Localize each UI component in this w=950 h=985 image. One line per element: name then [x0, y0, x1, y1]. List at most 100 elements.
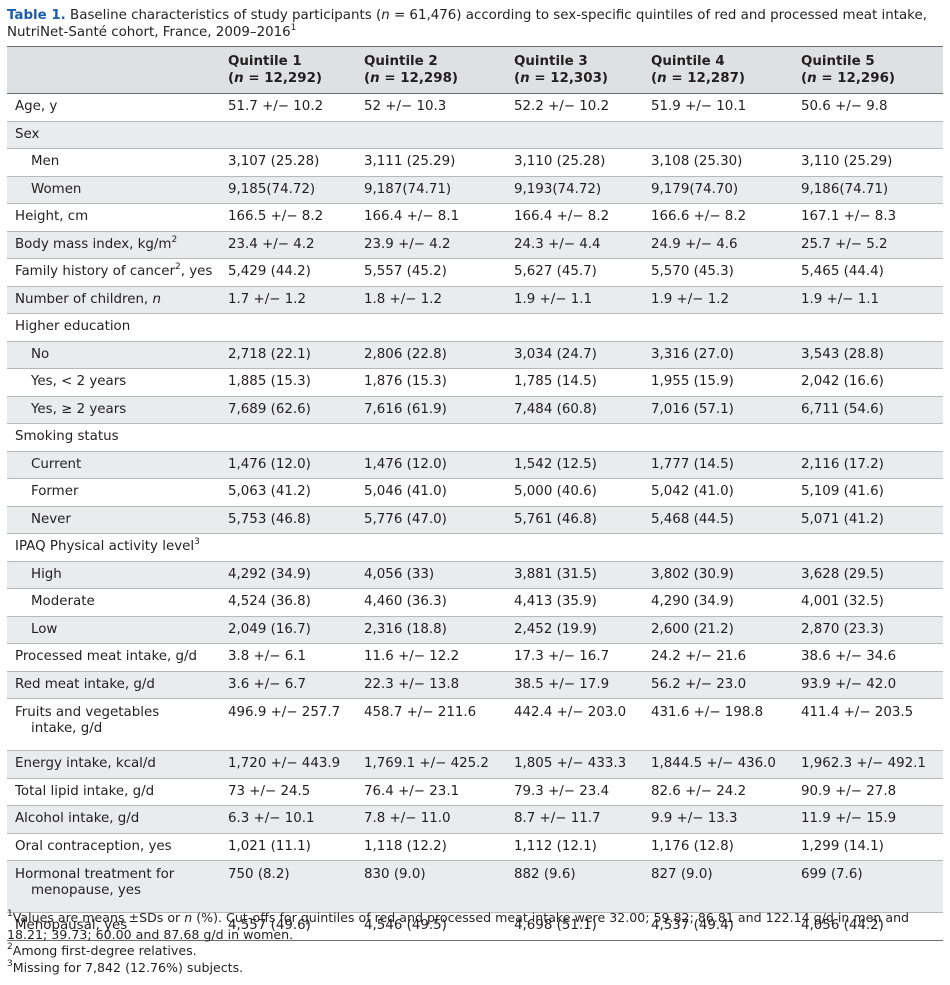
row-label-suffix: , yes	[180, 264, 213, 280]
table-caption: Table 1. Baseline characteristics of stu…	[7, 7, 937, 41]
table-row: Alcohol intake, g/d 6.3 +/− 10.1 7.8 +/− 1…	[7, 805, 943, 834]
column-n-var: n	[370, 71, 380, 86]
cell-quintile-3: 1,785 (14.5)	[506, 368, 643, 397]
cell-quintile-5: 25.7 +/− 5.2	[793, 231, 943, 259]
cell-quintile-2: 458.7 +/− 211.6	[356, 698, 506, 751]
cell-quintile-3: 3,110 (25.28)	[506, 148, 643, 177]
cell-quintile-1: 3,107 (25.28)	[220, 148, 356, 177]
row-label: Yes, < 2 years	[7, 368, 220, 397]
cell-quintile-5: 6,711 (54.6)	[793, 396, 943, 424]
row-label: Women	[7, 176, 220, 204]
cell-quintile-3: 3,881 (31.5)	[506, 561, 643, 589]
row-label: Low	[7, 616, 220, 644]
row-label-text: Smoking status	[15, 429, 119, 445]
cell-quintile-1: 5,063 (41.2)	[220, 478, 356, 507]
row-label: Number of children, n	[7, 286, 220, 314]
cell-quintile-5: 3,628 (29.5)	[793, 561, 943, 589]
cell-quintile-4: 5,042 (41.0)	[643, 478, 793, 507]
cell-quintile-4: 56.2 +/− 23.0	[643, 671, 793, 699]
cell-quintile-4: 431.6 +/− 198.8	[643, 698, 793, 751]
cell-quintile-4: 827 (9.0)	[643, 860, 793, 913]
cell-quintile-3: 166.4 +/− 8.2	[506, 203, 643, 232]
characteristics-table: Quintile 1 (n = 12,292) Quintile 2 (n = 12,…	[7, 46, 943, 941]
cell-quintile-4: 2,600 (21.2)	[643, 616, 793, 644]
cell-quintile-4: 1,955 (15.9)	[643, 368, 793, 397]
column-header-quintile-2: Quintile 2 (n = 12,298)	[356, 46, 506, 94]
header-blank-cell	[7, 46, 220, 94]
column-title: Quintile 2	[364, 54, 438, 69]
cell-quintile-3: 4,413 (35.9)	[506, 588, 643, 617]
cell-quintile-3: 1,805 +/− 433.3	[506, 750, 643, 779]
row-label: High	[7, 561, 220, 589]
cell-quintile-3: 9,193(74.72)	[506, 176, 643, 204]
footnote-3: 3Missing for 7,842 (12.76%) subjects.	[7, 958, 937, 977]
cell-quintile-2	[356, 533, 506, 562]
cell-quintile-1: 7,689 (62.6)	[220, 396, 356, 424]
cell-quintile-2: 1,769.1 +/− 425.2	[356, 750, 506, 779]
column-n-var: n	[807, 71, 817, 86]
cell-quintile-4: 4,537 (49.4)	[643, 912, 793, 941]
cell-quintile-4: 3,108 (25.30)	[643, 148, 793, 177]
table-row: Smoking status	[7, 423, 943, 452]
table-row: Low 2,049 (16.7) 2,316 (18.8) 2,452 (19.9) 2…	[7, 616, 943, 644]
footnote-italic: n	[184, 910, 193, 925]
cell-quintile-1	[220, 313, 356, 342]
row-label-text: Moderate	[31, 594, 95, 610]
cell-quintile-3: 2,452 (19.9)	[506, 616, 643, 644]
cell-quintile-3: 8.7 +/− 11.7	[506, 805, 643, 834]
cell-quintile-3: 5,000 (40.6)	[506, 478, 643, 507]
row-label: Menopausal, yes	[7, 912, 220, 941]
cell-quintile-4	[643, 533, 793, 562]
table-row: Yes, ≥ 2 years 7,689 (62.6) 7,616 (61.9) 7,…	[7, 396, 943, 424]
column-n: (n = 12,287)	[651, 71, 746, 86]
cell-quintile-1: 1,476 (12.0)	[220, 451, 356, 479]
row-label: Total lipid intake, g/d	[7, 778, 220, 806]
cell-quintile-5: 5,109 (41.6)	[793, 478, 943, 507]
table-row: Sex	[7, 121, 943, 149]
cell-quintile-2: 4,546 (49.5)	[356, 912, 506, 941]
cell-quintile-1: 4,524 (36.8)	[220, 588, 356, 617]
table-row: Moderate 4,524 (36.8) 4,460 (36.3) 4,413 (3…	[7, 588, 943, 617]
cell-quintile-4: 24.9 +/− 4.6	[643, 231, 793, 259]
cell-quintile-1: 6.3 +/− 10.1	[220, 805, 356, 834]
row-label-text: Yes, ≥ 2 years	[31, 401, 127, 417]
cell-quintile-2: 1,876 (15.3)	[356, 368, 506, 397]
cell-quintile-3: 79.3 +/− 23.4	[506, 778, 643, 806]
row-label: Men	[7, 148, 220, 177]
cell-quintile-5: 699 (7.6)	[793, 860, 943, 913]
row-label: Red meat intake, g/d	[7, 671, 220, 699]
cell-quintile-3: 1.9 +/− 1.1	[506, 286, 643, 314]
table-row: Former 5,063 (41.2) 5,046 (41.0) 5,000 (40.…	[7, 478, 943, 507]
row-label-text: Age, y	[15, 99, 58, 115]
column-n: (n = 12,303)	[514, 71, 609, 86]
cell-quintile-5: 1,299 (14.1)	[793, 833, 943, 861]
table-row: Number of children, n 1.7 +/− 1.2 1.8 +/− …	[7, 286, 943, 314]
cell-quintile-1	[220, 423, 356, 452]
row-label-text: Sex	[15, 126, 40, 142]
column-n: (n = 12,296)	[801, 71, 896, 86]
caption-footnote-ref: 1	[290, 23, 297, 33]
row-label: Oral contraception, yes	[7, 833, 220, 861]
row-label-text: Oral contraception, yes	[15, 838, 172, 854]
footnote-1: 1Values are means ±SDs or n (%). Cut-off…	[7, 910, 937, 943]
column-n-var: n	[520, 71, 530, 86]
cell-quintile-3	[506, 121, 643, 149]
row-label-text: Former	[31, 484, 79, 500]
header-row: Quintile 1 (n = 12,292) Quintile 2 (n = 12,…	[7, 46, 943, 94]
cell-quintile-1: 166.5 +/− 8.2	[220, 203, 356, 232]
column-header-quintile-4: Quintile 4 (n = 12,287)	[643, 46, 793, 94]
table-label: Table 1.	[7, 8, 66, 23]
cell-quintile-1: 4,557 (49.6)	[220, 912, 356, 941]
cell-quintile-3: 5,627 (45.7)	[506, 258, 643, 287]
table-row: Processed meat intake, g/d 3.8 +/− 6.1 11.…	[7, 643, 943, 672]
table-row: Never 5,753 (46.8) 5,776 (47.0) 5,761 (46.8…	[7, 506, 943, 534]
cell-quintile-5: 93.9 +/− 42.0	[793, 671, 943, 699]
cell-quintile-5: 2,042 (16.6)	[793, 368, 943, 397]
column-title: Quintile 4	[651, 54, 725, 69]
footnote-marker: 2	[7, 942, 13, 952]
footnote-marker: 3	[7, 958, 13, 969]
row-label: Family history of cancer2, yes	[7, 258, 220, 287]
cell-quintile-4	[643, 121, 793, 149]
row-label-text: Low	[31, 621, 58, 637]
